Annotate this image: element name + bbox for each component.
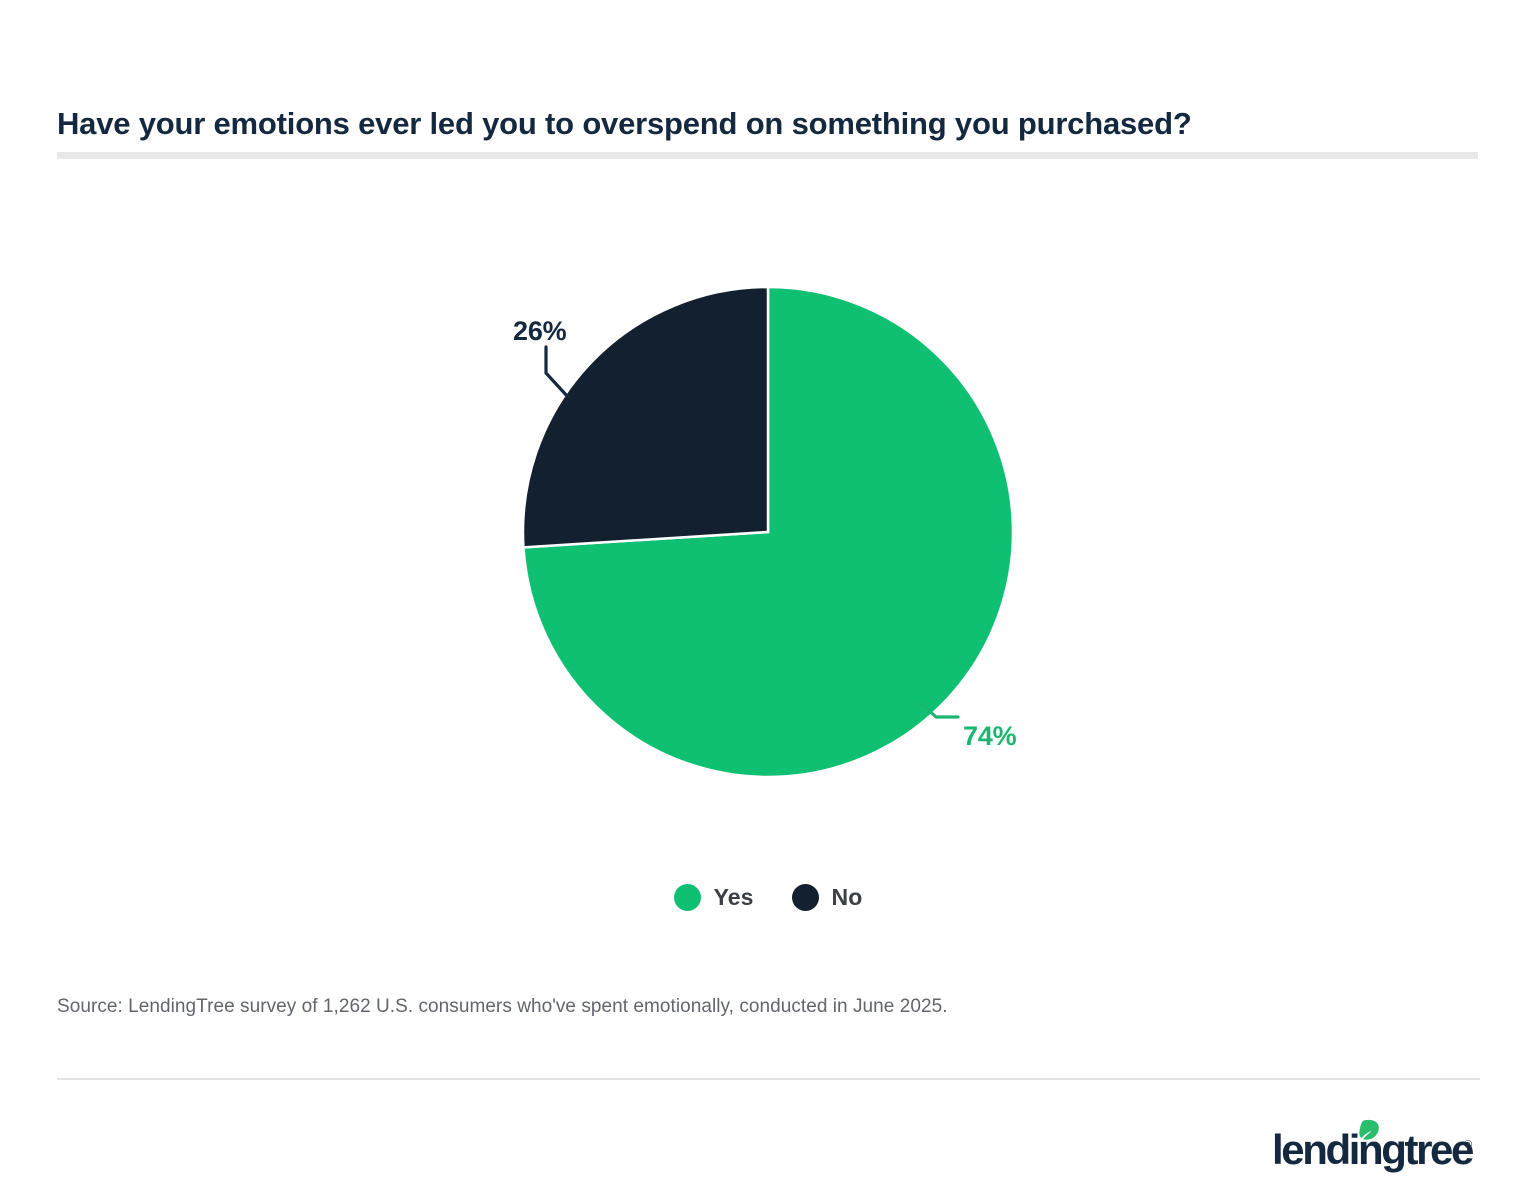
pie-label-no: 26% bbox=[513, 316, 567, 346]
pie-chart-svg bbox=[521, 285, 1015, 779]
leaf-icon bbox=[1359, 1119, 1379, 1140]
pie-label-yes: 74% bbox=[963, 721, 1017, 751]
title-divider bbox=[57, 152, 1478, 159]
page-title: Have your emotions ever led you to overs… bbox=[57, 105, 1192, 141]
logo-registered-mark: ® bbox=[1464, 1139, 1472, 1151]
leader-line-no-icon bbox=[544, 345, 570, 399]
legend-item-no[interactable]: No bbox=[791, 884, 863, 911]
legend-swatch-yes-icon bbox=[673, 884, 701, 911]
lendingtree-logo-svg: lendingtree ® bbox=[1272, 1119, 1475, 1173]
logo-wordmark: lendingtree bbox=[1272, 1126, 1473, 1173]
pie-slice-no[interactable] bbox=[521, 285, 770, 549]
footer-divider bbox=[57, 1078, 1480, 1080]
source-note: Source: LendingTree survey of 1,262 U.S.… bbox=[57, 996, 948, 1017]
chart-legend: Yes No bbox=[0, 884, 1536, 911]
legend-swatch-no-icon bbox=[791, 884, 819, 911]
leader-line-yes-icon bbox=[920, 702, 960, 719]
lendingtree-logo[interactable]: lendingtree ® bbox=[1272, 1118, 1478, 1174]
pie-chart bbox=[521, 285, 1015, 779]
pie-chart-area: 26% 74% bbox=[0, 180, 1536, 880]
legend-label-yes: Yes bbox=[713, 884, 754, 910]
legend-item-yes[interactable]: Yes bbox=[673, 884, 754, 911]
legend-label-no: No bbox=[831, 884, 863, 910]
